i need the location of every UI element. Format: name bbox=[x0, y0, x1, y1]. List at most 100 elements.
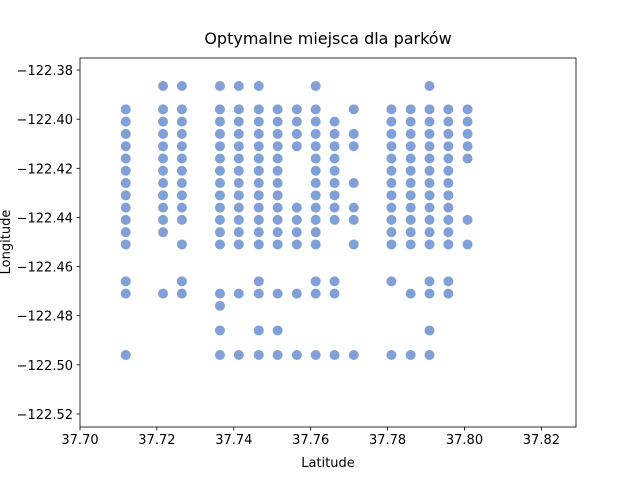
point bbox=[253, 325, 264, 336]
point bbox=[443, 214, 454, 225]
point bbox=[176, 178, 187, 189]
point bbox=[348, 141, 359, 152]
point bbox=[176, 104, 187, 115]
point bbox=[424, 141, 435, 152]
point bbox=[424, 81, 435, 92]
point bbox=[329, 141, 340, 152]
point bbox=[120, 350, 131, 361]
point bbox=[176, 288, 187, 299]
point bbox=[176, 165, 187, 176]
point bbox=[120, 227, 131, 238]
point bbox=[462, 214, 473, 225]
point bbox=[310, 288, 321, 299]
point bbox=[310, 128, 321, 139]
point bbox=[176, 214, 187, 225]
point bbox=[443, 165, 454, 176]
point bbox=[291, 202, 302, 213]
point bbox=[272, 227, 283, 238]
point bbox=[386, 104, 397, 115]
x-tick-label: 37.76 bbox=[292, 433, 329, 448]
point bbox=[386, 350, 397, 361]
point bbox=[176, 141, 187, 152]
point bbox=[176, 153, 187, 164]
point bbox=[424, 165, 435, 176]
y-tick-label: −122.44 bbox=[17, 211, 73, 226]
point bbox=[253, 128, 264, 139]
point bbox=[443, 141, 454, 152]
point bbox=[462, 116, 473, 127]
point bbox=[443, 104, 454, 115]
point bbox=[329, 153, 340, 164]
point bbox=[214, 165, 225, 176]
point bbox=[348, 202, 359, 213]
point bbox=[253, 81, 264, 92]
point bbox=[158, 104, 169, 115]
point bbox=[291, 227, 302, 238]
y-tick-label: −122.40 bbox=[17, 113, 73, 128]
point bbox=[386, 178, 397, 189]
point bbox=[214, 325, 225, 336]
point bbox=[176, 190, 187, 201]
point bbox=[424, 325, 435, 336]
x-tick-label: 37.70 bbox=[61, 433, 98, 448]
point bbox=[120, 178, 131, 189]
point bbox=[158, 141, 169, 152]
point bbox=[462, 141, 473, 152]
point bbox=[272, 128, 283, 139]
point bbox=[158, 81, 169, 92]
point bbox=[214, 178, 225, 189]
point bbox=[233, 128, 244, 139]
point bbox=[329, 288, 340, 299]
point bbox=[158, 165, 169, 176]
point bbox=[214, 288, 225, 299]
point bbox=[176, 81, 187, 92]
point bbox=[214, 227, 225, 238]
point bbox=[443, 202, 454, 213]
point bbox=[120, 239, 131, 250]
point bbox=[253, 153, 264, 164]
point bbox=[233, 141, 244, 152]
point bbox=[405, 104, 416, 115]
point bbox=[386, 128, 397, 139]
point bbox=[120, 153, 131, 164]
y-axis-label: Longitude bbox=[0, 210, 14, 275]
point bbox=[443, 276, 454, 287]
point bbox=[272, 178, 283, 189]
point bbox=[329, 350, 340, 361]
point bbox=[233, 350, 244, 361]
point bbox=[405, 239, 416, 250]
point bbox=[214, 214, 225, 225]
point bbox=[405, 227, 416, 238]
point bbox=[272, 239, 283, 250]
point bbox=[329, 214, 340, 225]
point bbox=[310, 141, 321, 152]
point bbox=[386, 165, 397, 176]
point bbox=[253, 214, 264, 225]
point bbox=[462, 128, 473, 139]
point bbox=[386, 214, 397, 225]
point bbox=[120, 214, 131, 225]
x-tick-label: 37.78 bbox=[369, 433, 406, 448]
point bbox=[386, 190, 397, 201]
point bbox=[443, 178, 454, 189]
point bbox=[329, 190, 340, 201]
point bbox=[158, 128, 169, 139]
point bbox=[272, 202, 283, 213]
point bbox=[424, 116, 435, 127]
point bbox=[348, 128, 359, 139]
point bbox=[405, 202, 416, 213]
point bbox=[348, 104, 359, 115]
point bbox=[233, 104, 244, 115]
point bbox=[291, 214, 302, 225]
point bbox=[386, 116, 397, 127]
point bbox=[272, 350, 283, 361]
point bbox=[405, 128, 416, 139]
point bbox=[329, 165, 340, 176]
point bbox=[424, 202, 435, 213]
point bbox=[424, 276, 435, 287]
point bbox=[424, 190, 435, 201]
point bbox=[443, 227, 454, 238]
point bbox=[291, 239, 302, 250]
point bbox=[120, 165, 131, 176]
